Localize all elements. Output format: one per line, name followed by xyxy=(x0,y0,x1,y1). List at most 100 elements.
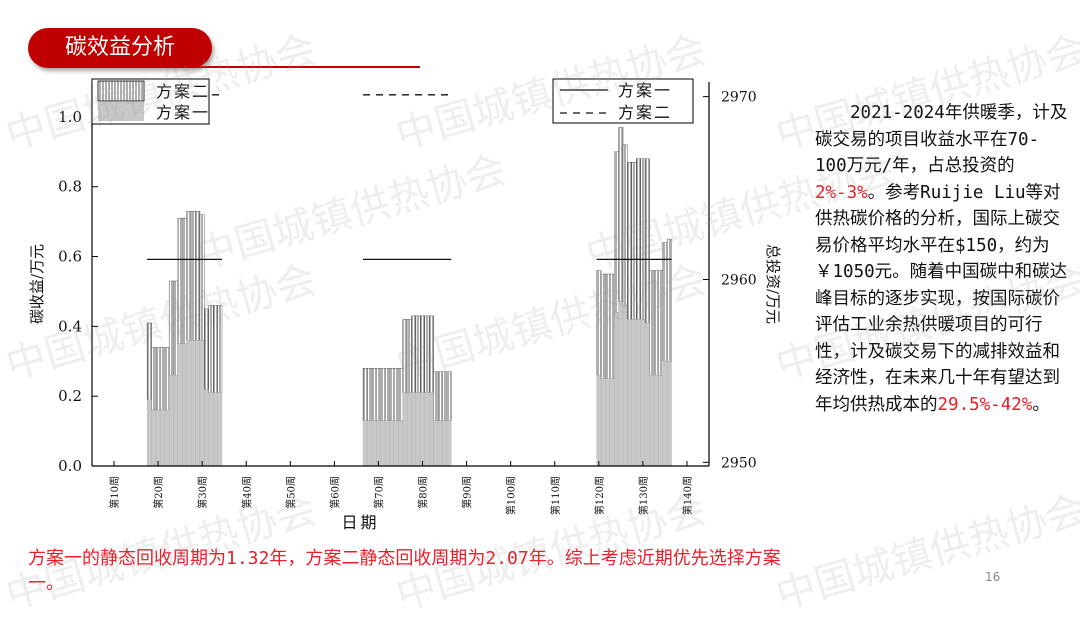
x-tick-label: 第140周 xyxy=(681,476,694,515)
bar-scheme2 xyxy=(384,368,390,421)
y2-tick-label: 2970 xyxy=(721,90,757,106)
bar-scheme2 xyxy=(402,319,408,393)
bar-scheme1 xyxy=(653,375,659,467)
bar-scheme1 xyxy=(191,340,196,467)
bar-scheme1 xyxy=(146,399,152,467)
bar-scheme2 xyxy=(614,151,619,313)
bar-scheme1 xyxy=(151,409,157,467)
bar-scheme2 xyxy=(362,368,368,421)
bar-scheme1 xyxy=(186,340,192,467)
x-tick-label: 第110周 xyxy=(549,476,562,515)
bar-scheme1 xyxy=(362,420,368,467)
bar-scheme1 xyxy=(182,343,187,467)
y-tick-label: 0.0 xyxy=(58,457,82,475)
bar-scheme1 xyxy=(415,392,421,467)
analysis-highlight-2: 29.5%-42% xyxy=(937,394,1033,415)
bar-scheme2 xyxy=(195,210,201,341)
bar-scheme2 xyxy=(618,127,624,303)
axes-layer: 0.0 0.2 0.4 0.6 0.8 1.0 2950 2960 2970 第10周 第20周 第3… xyxy=(28,82,782,532)
bar-scheme1 xyxy=(622,305,628,467)
title-underline xyxy=(60,66,420,68)
bar-scheme1 xyxy=(213,392,218,467)
bar-scheme2 xyxy=(609,273,615,379)
bar-scheme1 xyxy=(442,420,447,467)
x-tick-label: 第10周 xyxy=(108,476,121,509)
bar-scheme1 xyxy=(380,420,386,467)
bar-scheme1 xyxy=(640,319,646,467)
bar-scheme1 xyxy=(658,375,663,467)
page-number: 16 xyxy=(985,570,1001,584)
x-tick-label: 第50周 xyxy=(284,476,297,509)
bar-scheme2 xyxy=(406,319,412,393)
x-tick-label: 第20周 xyxy=(152,476,165,509)
x-tick-label: 第70周 xyxy=(372,476,385,509)
bar-scheme2 xyxy=(649,270,655,376)
bar-scheme1 xyxy=(636,319,641,467)
analysis-part-1: 2021-2024年供暖季，计及碳交易的项目收益水平在70-100万元/年，占总… xyxy=(815,103,1068,176)
x-tick-label: 第130周 xyxy=(637,476,650,515)
bar-scheme1 xyxy=(217,392,223,467)
bar-scheme1 xyxy=(173,375,179,467)
bar-scheme2 xyxy=(173,280,179,376)
y-tick-label: 0.4 xyxy=(58,317,82,335)
bar-scheme1 xyxy=(420,392,425,467)
bar-scheme2 xyxy=(644,158,650,324)
bar-scheme1 xyxy=(666,361,672,467)
analysis-text: 2021-2024年供暖季，计及碳交易的项目收益水平在70-100万元/年，占总… xyxy=(815,100,1070,418)
bar-scheme2 xyxy=(446,371,452,421)
bar-scheme2 xyxy=(204,308,209,390)
legend-swatch-scheme1 xyxy=(98,102,144,121)
bars-layer xyxy=(146,127,672,467)
bar-scheme2 xyxy=(662,242,668,362)
bar-scheme1 xyxy=(195,340,201,467)
bar-scheme1 xyxy=(618,301,624,467)
carbon-benefit-chart: 0.0 0.2 0.4 0.6 0.8 1.0 2950 2960 2970 第10周 第20周 第3… xyxy=(28,78,782,532)
bar-scheme2 xyxy=(186,210,192,341)
bar-scheme1 xyxy=(411,392,417,467)
bar-scheme2 xyxy=(380,368,386,421)
analysis-highlight-1: 2%-3% xyxy=(815,182,868,203)
bar-scheme1 xyxy=(393,420,399,467)
bar-scheme2 xyxy=(433,371,439,421)
bar-scheme2 xyxy=(164,347,170,411)
bar-scheme2 xyxy=(398,368,403,421)
bar-scheme2 xyxy=(371,368,377,421)
bar-scheme2 xyxy=(212,305,218,393)
x-tick-label: 第120周 xyxy=(593,476,606,515)
bar-scheme1 xyxy=(398,420,403,467)
bar-scheme2 xyxy=(437,371,443,421)
bar-scheme1 xyxy=(631,319,637,467)
bar-scheme2 xyxy=(442,371,447,421)
legend-label-line-scheme1: 方案一 xyxy=(618,81,672,100)
bar-scheme1 xyxy=(433,420,439,467)
bar-scheme1 xyxy=(384,420,390,467)
y-axis-label: 碳收益/万元 xyxy=(28,244,46,324)
bar-scheme1 xyxy=(437,420,443,467)
legend-label-line-scheme2: 方案二 xyxy=(618,103,672,122)
bar-scheme1 xyxy=(446,420,452,467)
analysis-part-3: 。 xyxy=(1032,394,1050,415)
bar-scheme2 xyxy=(177,217,183,345)
bar-scheme1 xyxy=(199,340,205,467)
y-tick-label: 0.2 xyxy=(58,387,82,405)
legend-label-scheme1: 方案一 xyxy=(156,103,210,122)
bar-scheme1 xyxy=(614,312,619,467)
bar-scheme2 xyxy=(389,368,395,421)
bar-scheme2 xyxy=(420,315,425,393)
y2-axis-label: 总投资/万元 xyxy=(764,244,782,324)
bar-scheme2 xyxy=(600,273,606,379)
bar-scheme2 xyxy=(640,158,646,320)
bar-scheme1 xyxy=(155,409,161,467)
conclusion-text: 方案一的静态回收周期为1.32年，方案二静态回收周期为2.07年。综上考虑近期优… xyxy=(28,548,781,594)
bar-scheme2 xyxy=(208,305,214,393)
bar-scheme1 xyxy=(596,375,602,467)
x-axis-label: 日期 xyxy=(341,513,379,532)
bar-scheme2 xyxy=(393,368,399,421)
bar-scheme1 xyxy=(389,420,395,467)
bar-scheme2 xyxy=(160,347,165,411)
x-tick-label: 第100周 xyxy=(505,476,518,515)
bar-scheme1 xyxy=(164,409,170,467)
analysis-part-2: 。参考Ruijie Liu等对供热碳价格的分析，国际上碳交易价格平均水平在$15… xyxy=(815,182,1068,415)
legend-swatch-scheme2 xyxy=(97,80,145,102)
y2-tick-label: 2950 xyxy=(721,455,757,471)
